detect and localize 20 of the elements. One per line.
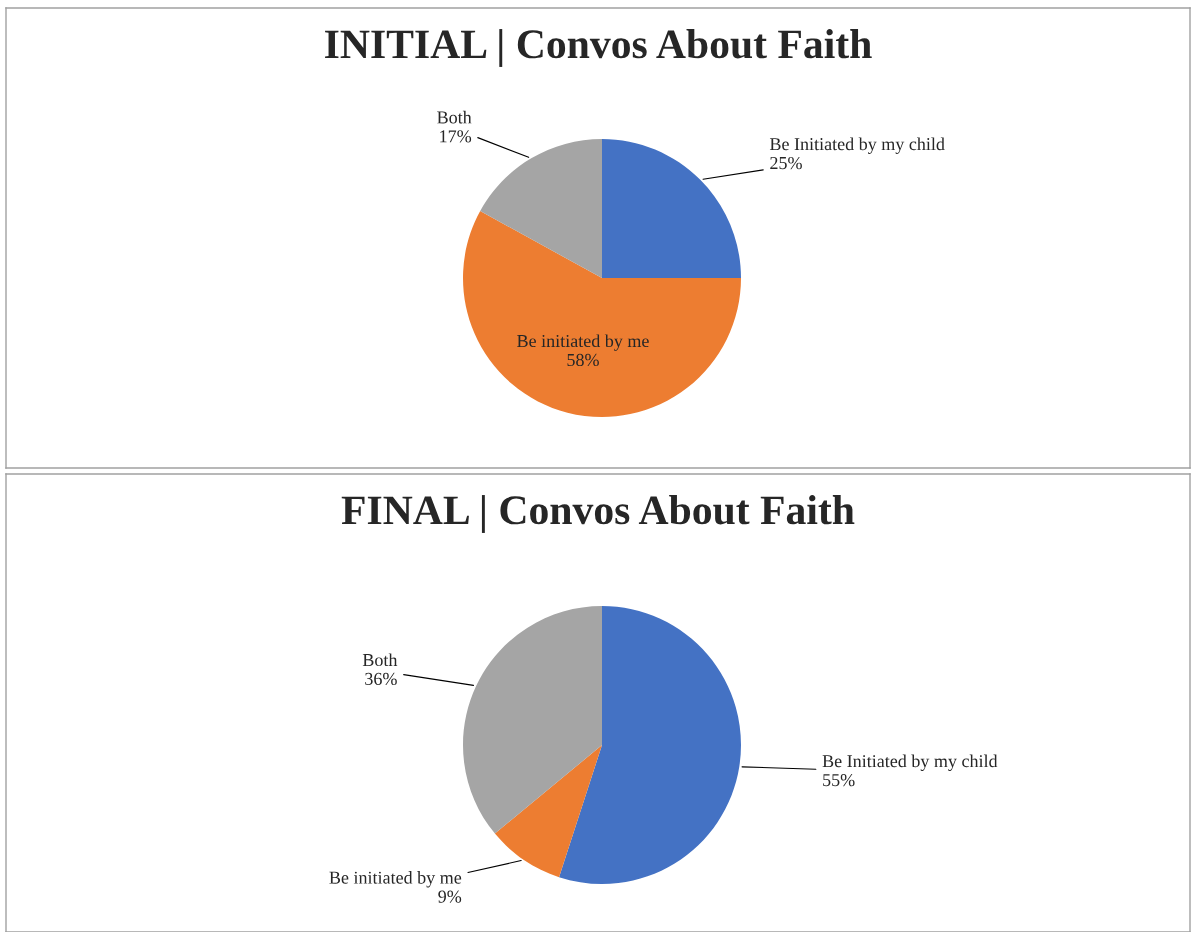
- data-label: 58%: [567, 353, 599, 367]
- pie-slice: [463, 211, 741, 417]
- slice-label: Both: [437, 110, 472, 124]
- chart-title: FINAL | Convos About Faith: [341, 495, 855, 533]
- data-label: 17%: [440, 130, 472, 143]
- pie-slice: [494, 745, 602, 878]
- pie-slice: [559, 606, 741, 884]
- pie-slice: [602, 139, 741, 278]
- data-label: 25%: [770, 156, 802, 170]
- data-label: 9%: [438, 890, 462, 903]
- slice-label: Be Initiated by my child: [822, 754, 998, 771]
- slice-label: Be Initiated by my child: [769, 137, 945, 154]
- pie-slice: [463, 606, 602, 834]
- slice-label: Be initiated by me: [329, 871, 462, 888]
- chart-title: INITIAL | Convos About Faith: [325, 29, 872, 67]
- data-label: 36%: [365, 672, 397, 686]
- pie-slice: [480, 139, 602, 278]
- slice-label: Be initiated by me: [517, 334, 649, 351]
- slice-label: Both: [362, 653, 398, 667]
- data-label: 55%: [823, 773, 855, 787]
